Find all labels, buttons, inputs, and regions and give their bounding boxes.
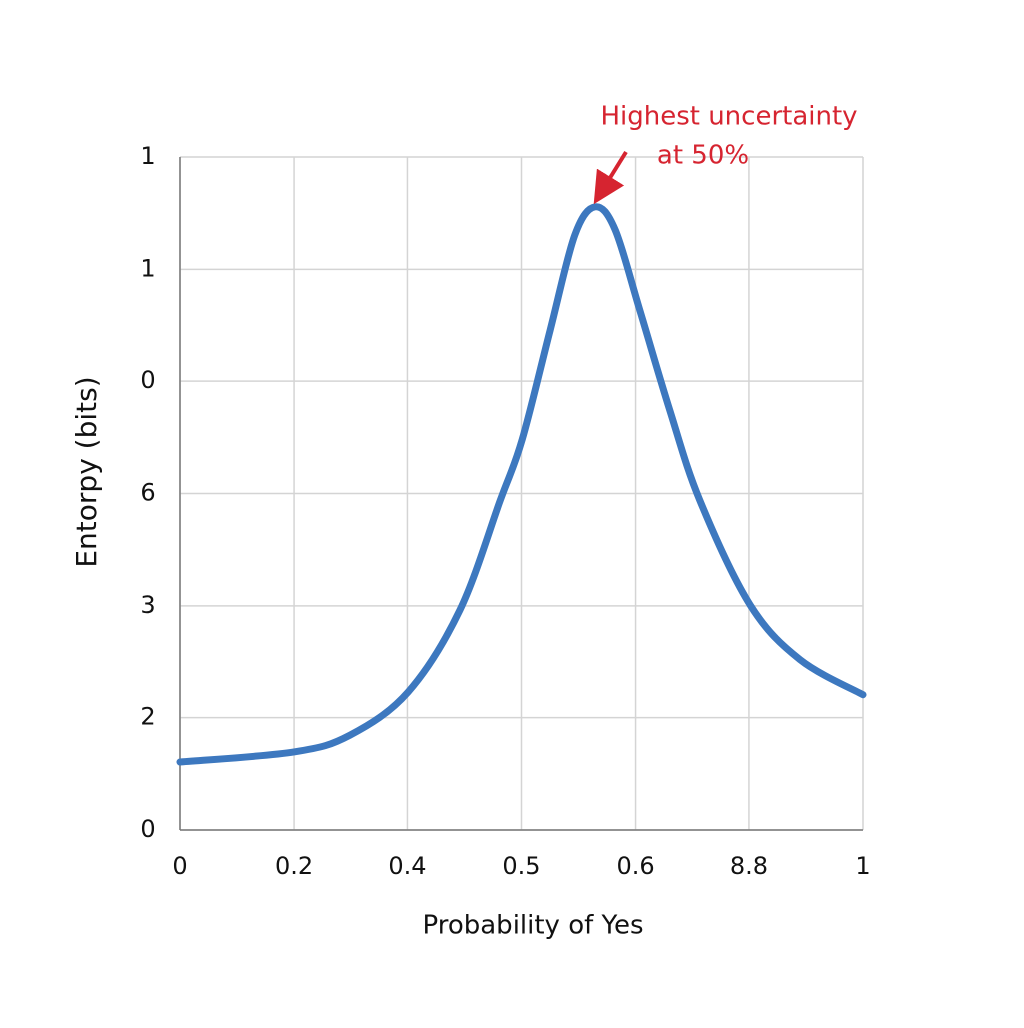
x-tick-label: 0.2	[275, 852, 313, 880]
y-tick-label: 0	[140, 366, 155, 394]
x-axis-label: Probability of Yes	[423, 911, 644, 941]
x-tick-label: 0.5	[502, 852, 540, 880]
y-tick-label: 6	[140, 479, 155, 507]
x-tick-label: 0.6	[616, 852, 654, 880]
y-tick-label: 1	[140, 142, 155, 170]
y-tick-label: 3	[140, 591, 155, 619]
grid	[179, 156, 864, 831]
annotation: Highest uncertainty	[600, 102, 857, 132]
y-axis-label: Entorpy (bits)	[70, 376, 103, 567]
annotation: at 50%	[657, 141, 749, 171]
marks	[176, 203, 867, 766]
x-tick-label: 0.4	[388, 852, 426, 880]
x-tick-label: 1	[855, 852, 870, 880]
line	[176, 203, 867, 766]
x-tick-label: 0	[172, 852, 187, 880]
y-tick-label: 1	[140, 254, 155, 282]
annotation-arrow	[593, 150, 628, 205]
y-tick-label: 0	[140, 815, 155, 843]
x-tick-label: 8.8	[730, 852, 768, 880]
y-tick-label: 2	[140, 703, 155, 731]
